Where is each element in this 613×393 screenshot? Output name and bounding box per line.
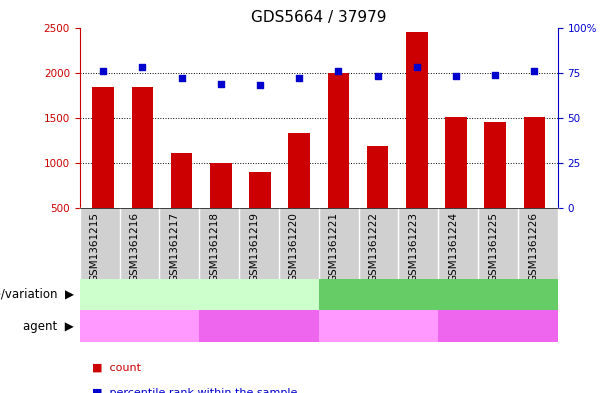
Text: GSM1361224: GSM1361224	[448, 212, 459, 282]
Bar	[367, 146, 388, 253]
Bar	[171, 153, 192, 253]
Text: GSM1361217: GSM1361217	[169, 212, 179, 282]
Bar	[327, 73, 349, 253]
Text: genotype/variation  ▶: genotype/variation ▶	[0, 288, 74, 301]
Text: GSM1361215: GSM1361215	[89, 212, 99, 282]
Point	[333, 68, 343, 74]
Bar	[210, 163, 232, 253]
Text: GSM1361226: GSM1361226	[528, 212, 538, 282]
Bar	[132, 87, 153, 253]
Text: estradiol: estradiol	[471, 320, 525, 333]
Point	[490, 72, 500, 78]
Text: GSM1361216: GSM1361216	[129, 212, 140, 282]
Text: ■  count: ■ count	[92, 362, 141, 373]
Bar	[445, 117, 466, 253]
Text: GSM1361220: GSM1361220	[289, 212, 299, 282]
Text: GSM1361225: GSM1361225	[488, 212, 498, 282]
Point	[137, 64, 147, 70]
Point	[255, 82, 265, 88]
Point	[294, 75, 304, 81]
Text: EAAE mutant: EAAE mutant	[397, 288, 479, 301]
Text: GSM1361221: GSM1361221	[329, 212, 338, 282]
Text: GSM1361223: GSM1361223	[408, 212, 418, 282]
Text: estradiol: estradiol	[232, 320, 286, 333]
Point	[216, 81, 226, 87]
Text: agent  ▶: agent ▶	[23, 320, 74, 333]
Text: GSM1361219: GSM1361219	[249, 212, 259, 282]
Text: GSM1361222: GSM1361222	[368, 212, 379, 282]
Title: GDS5664 / 37979: GDS5664 / 37979	[251, 10, 387, 25]
Point	[373, 73, 383, 79]
Bar	[288, 133, 310, 253]
Text: GSM1361218: GSM1361218	[209, 212, 219, 282]
Bar	[93, 87, 114, 253]
Point	[451, 73, 461, 79]
Text: wild type: wild type	[170, 288, 228, 301]
Bar	[524, 118, 545, 253]
Text: control: control	[118, 320, 161, 333]
Text: control: control	[357, 320, 400, 333]
Bar	[406, 32, 427, 253]
Point	[530, 68, 539, 74]
Bar	[249, 172, 271, 253]
Point	[412, 64, 422, 70]
Text: ■  percentile rank within the sample: ■ percentile rank within the sample	[92, 388, 297, 393]
Point	[177, 75, 186, 81]
Point	[98, 68, 108, 74]
Bar	[484, 122, 506, 253]
